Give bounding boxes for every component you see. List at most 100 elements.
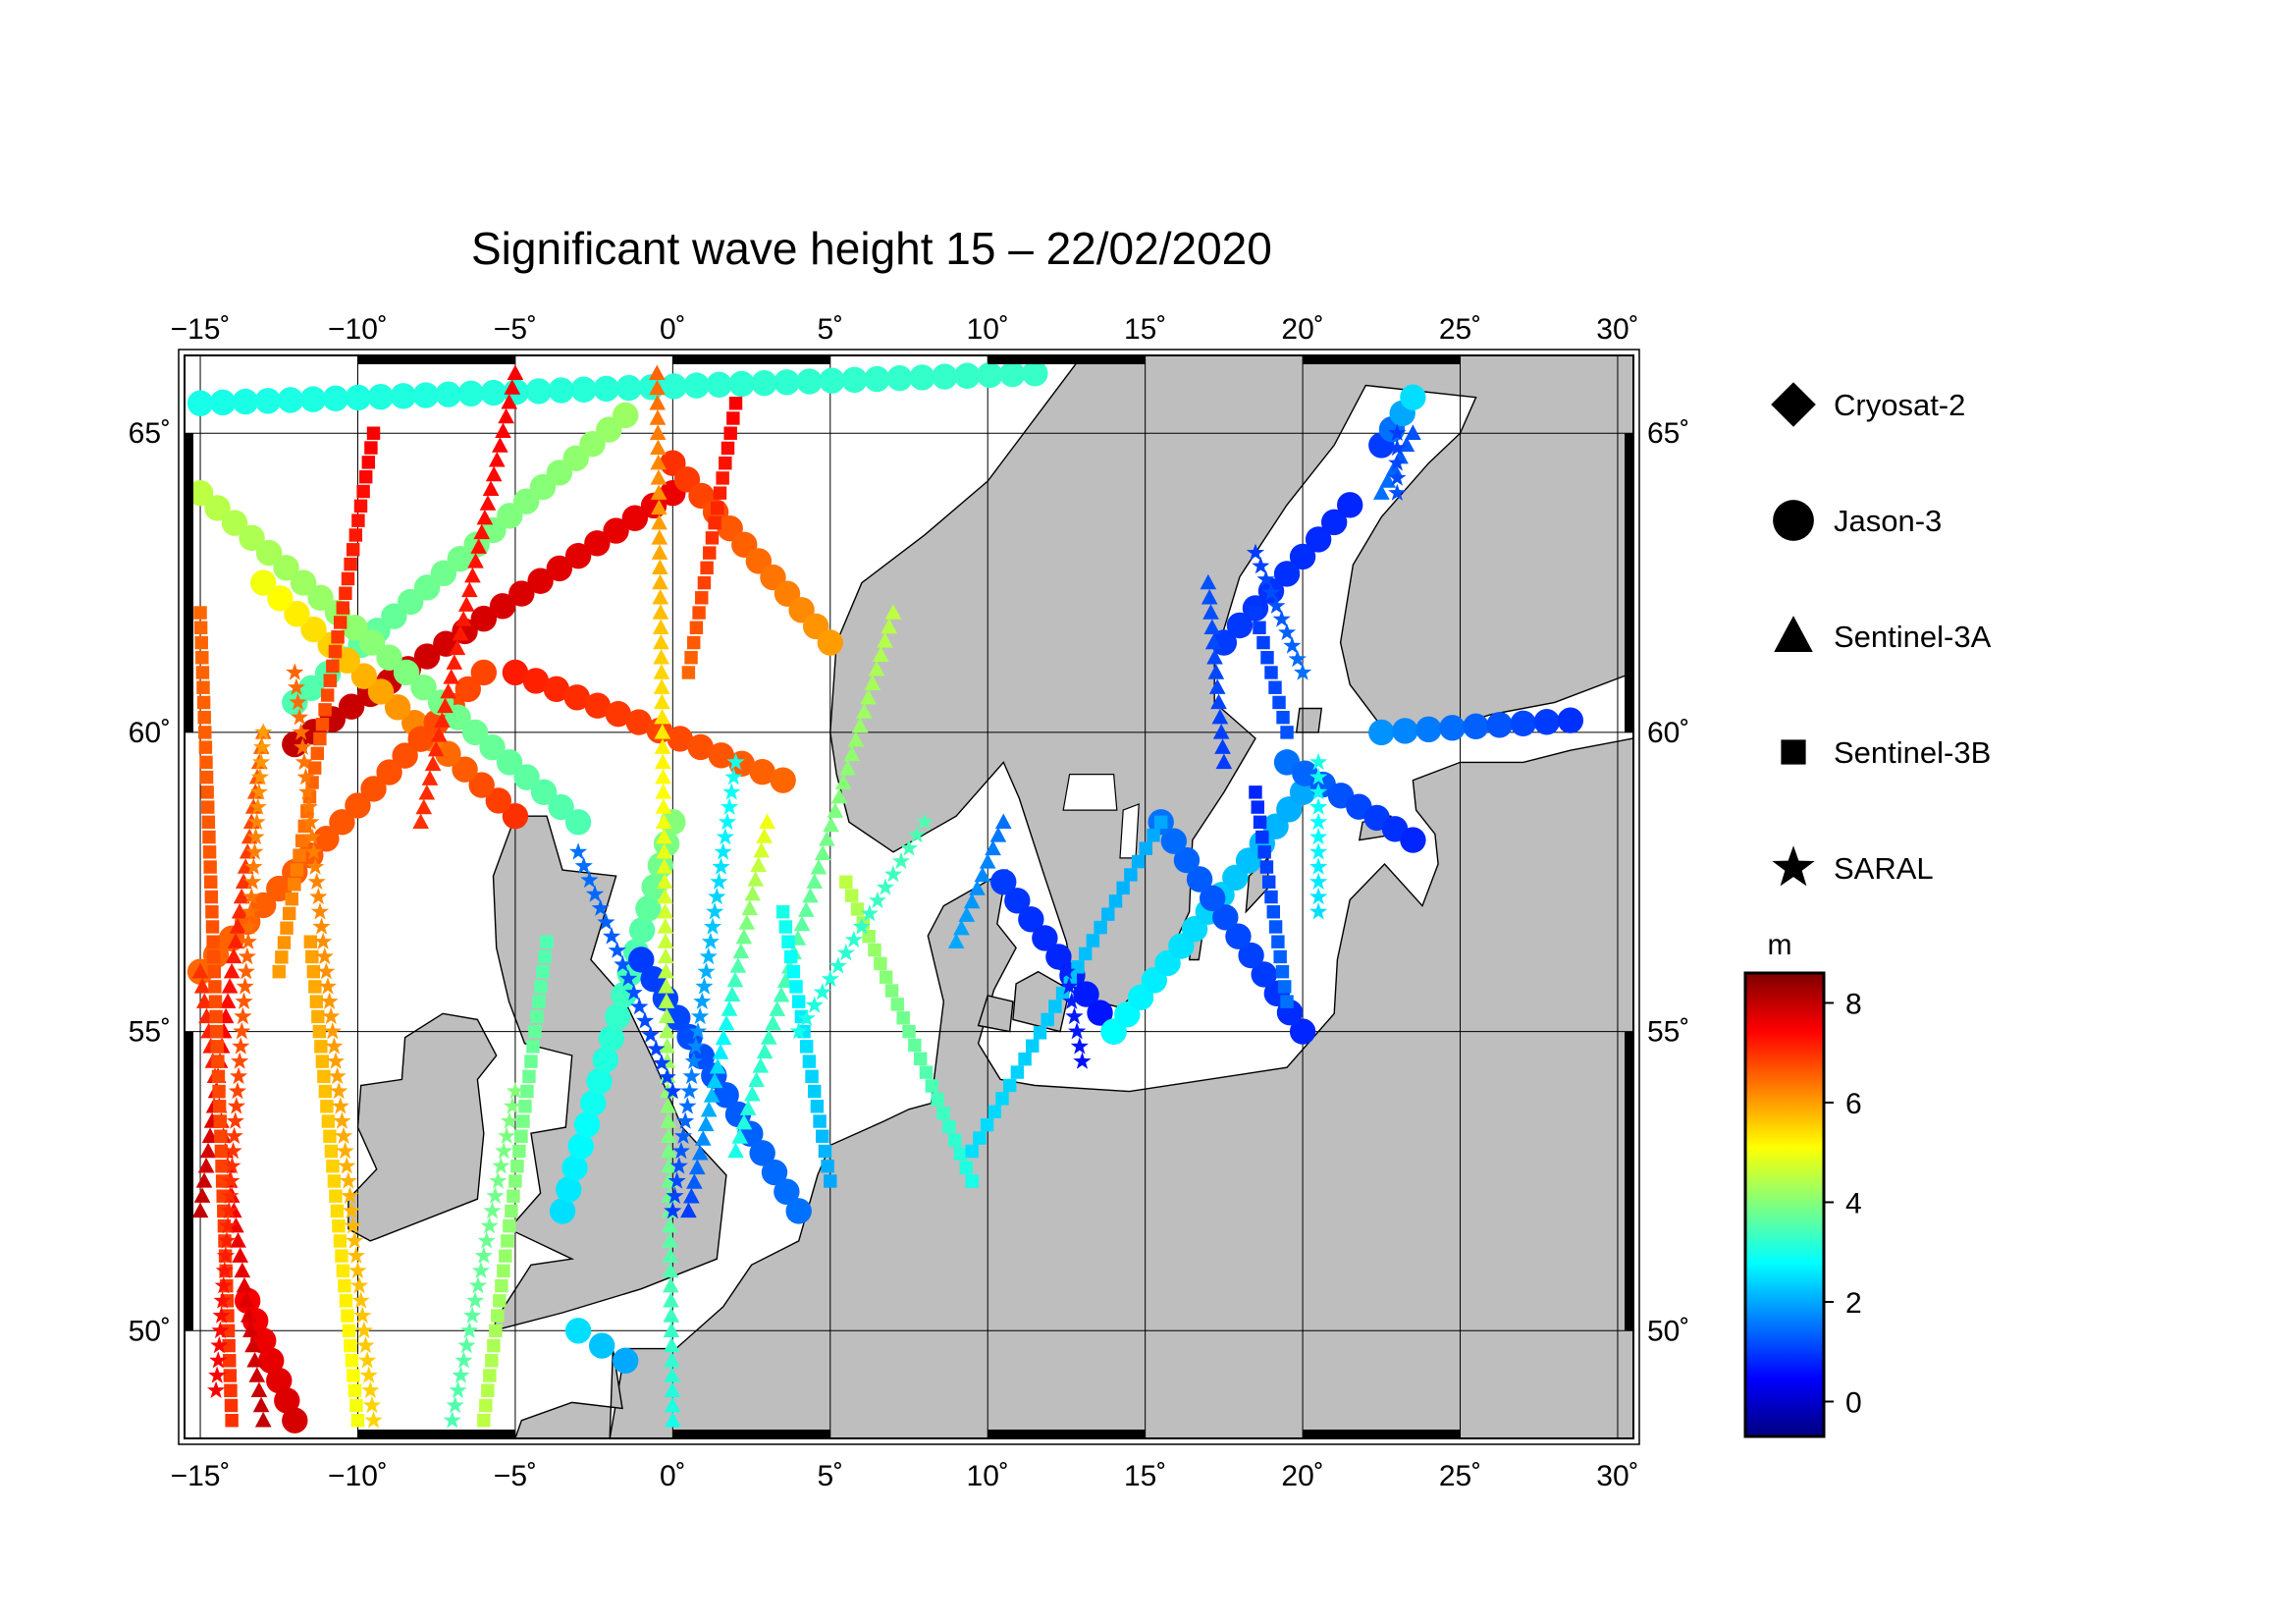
triangle-marker	[440, 682, 456, 699]
star-marker	[250, 768, 270, 785]
circle-marker	[522, 668, 550, 694]
triangle-marker	[193, 978, 211, 994]
triangle-marker	[464, 567, 481, 583]
star-marker	[228, 1082, 247, 1100]
square-marker	[225, 1413, 239, 1428]
star-marker	[219, 1217, 238, 1234]
lat-tick-label-right: 50˚	[1647, 1315, 1689, 1347]
star-marker	[246, 828, 265, 845]
star-marker	[647, 1039, 666, 1057]
triangle-marker	[649, 394, 667, 410]
circle-marker	[909, 364, 935, 391]
star-marker	[828, 956, 847, 974]
circle-marker	[683, 372, 710, 399]
square-marker	[802, 1055, 817, 1068]
square-marker	[919, 1065, 934, 1079]
star-marker	[1246, 543, 1265, 561]
circle-marker	[1557, 707, 1584, 733]
triangle-marker	[752, 1057, 770, 1073]
square-marker	[356, 484, 370, 499]
circle-marker	[393, 659, 420, 686]
star-marker	[1060, 977, 1079, 995]
circle-marker	[713, 1082, 739, 1109]
square-marker	[1249, 785, 1262, 799]
square-marker	[285, 892, 298, 906]
triangle-marker	[421, 770, 439, 785]
triangle-marker	[655, 813, 672, 830]
frame-bar	[672, 354, 830, 364]
star-marker	[336, 1141, 354, 1160]
star-marker	[309, 887, 328, 905]
square-marker	[361, 456, 376, 469]
square-marker	[200, 785, 214, 799]
triangle-marker	[662, 1262, 679, 1278]
square-marker	[896, 1011, 910, 1025]
circle-marker	[603, 517, 629, 544]
satellite-legend: Cryosat-2 Jason-3 Sentinel-3A Sentinel-3B SA…	[1771, 382, 1992, 887]
lat-tick-label-right: 60˚	[1647, 717, 1689, 749]
triangle-marker	[963, 893, 981, 909]
star-marker	[229, 1066, 248, 1085]
square-marker	[1261, 875, 1276, 889]
square-marker	[501, 1234, 514, 1248]
square-marker	[329, 1189, 343, 1203]
square-marker	[205, 920, 220, 934]
legend-label: Sentinel-3B	[1834, 735, 1991, 770]
circle-marker	[932, 363, 958, 390]
triangle-marker	[651, 559, 668, 575]
circle-marker	[977, 361, 1003, 389]
triangle-marker	[806, 873, 824, 889]
triangle-marker	[229, 918, 246, 934]
lon-tick-label-top: 25˚	[1439, 313, 1481, 346]
triangle-marker	[236, 1276, 253, 1293]
circle-marker	[584, 692, 612, 719]
square-marker	[799, 1040, 814, 1054]
square-marker	[1002, 1078, 1017, 1093]
square-marker	[497, 1264, 510, 1278]
star-marker	[238, 947, 256, 965]
triangle-marker	[1204, 633, 1222, 650]
circle-marker	[232, 388, 259, 415]
star-marker	[1309, 797, 1328, 815]
star-marker	[322, 1006, 341, 1025]
star-marker	[310, 902, 330, 920]
circle-marker	[525, 378, 552, 405]
circle-marker	[1087, 1000, 1113, 1026]
square-marker	[532, 995, 546, 1008]
star-marker	[234, 1006, 252, 1025]
circle-marker	[749, 1140, 775, 1166]
square-marker	[341, 571, 355, 586]
triangle-marker	[197, 1157, 215, 1173]
triangle-marker	[250, 1381, 268, 1397]
square-marker	[931, 1093, 944, 1107]
triangle-marker	[196, 993, 213, 1008]
triangle-marker	[823, 816, 839, 833]
triangle-marker	[651, 529, 668, 545]
circle-marker	[1004, 888, 1031, 914]
circle-marker	[1320, 509, 1348, 536]
circle-marker	[489, 593, 516, 620]
square-marker	[312, 1024, 327, 1039]
star-marker	[304, 842, 323, 860]
frame-bar	[1625, 433, 1634, 732]
star-marker	[580, 870, 599, 889]
star-marker	[506, 1082, 524, 1100]
square-marker	[965, 1174, 979, 1188]
square-marker	[902, 1024, 916, 1039]
square-marker	[719, 456, 732, 470]
triangle-marker	[234, 1262, 251, 1278]
triangle-marker	[979, 853, 996, 869]
circle-marker	[1400, 384, 1426, 410]
circle-marker	[625, 709, 652, 735]
square-marker	[687, 635, 701, 650]
triangle-marker	[648, 364, 666, 381]
square-marker	[303, 935, 318, 948]
circle-marker	[774, 1178, 800, 1205]
square-marker	[344, 1338, 357, 1353]
circle-marker	[338, 693, 365, 720]
star-marker	[726, 752, 745, 771]
star-marker	[236, 977, 254, 995]
star-marker	[489, 1171, 507, 1189]
square-marker	[1259, 860, 1274, 874]
square-marker	[477, 1413, 491, 1428]
